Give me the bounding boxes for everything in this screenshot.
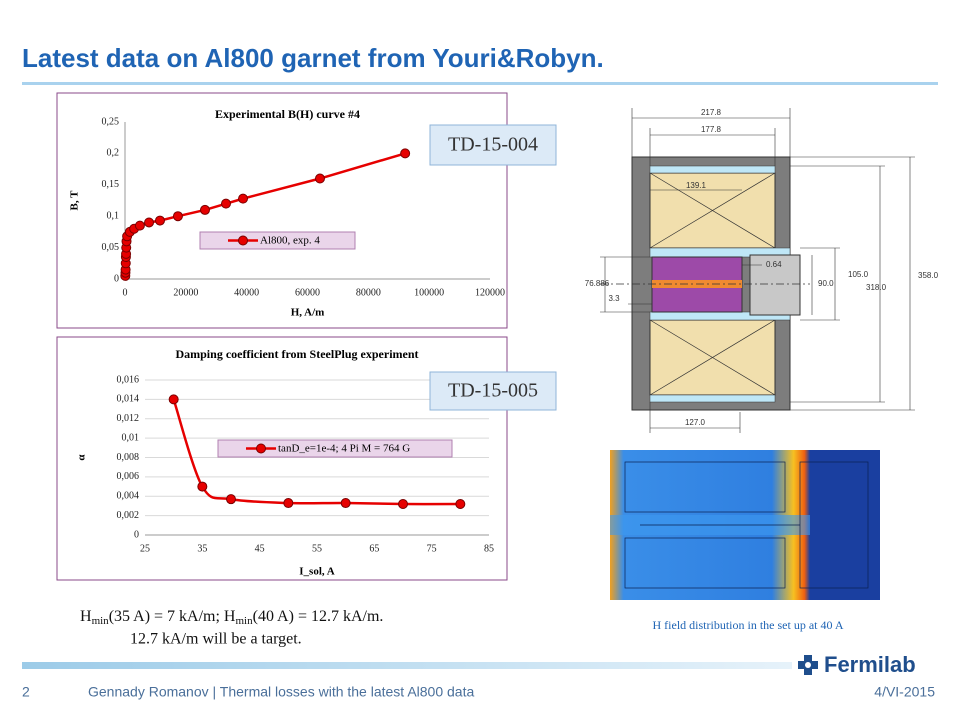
dimension-label: 3.3	[608, 294, 620, 303]
footer-date: 4/VI-2015	[874, 684, 935, 700]
y-axis-label: B, T	[69, 190, 81, 211]
dimension-label: 358.0	[918, 271, 939, 280]
page-number: 2	[22, 684, 30, 700]
dimension-label: 177.8	[701, 125, 722, 134]
x-axis-label: H, A/m	[291, 307, 325, 319]
footer-text: Gennady Romanov | Thermal losses with th…	[88, 684, 474, 700]
logo-text: Fermilab	[824, 652, 916, 677]
x-tick-label: 120000	[475, 287, 505, 298]
data-point	[455, 499, 466, 509]
x-axis-label: I_sol, A	[299, 566, 335, 578]
data-point	[340, 498, 351, 509]
dimension-label: 0.64	[766, 260, 782, 269]
data-point	[400, 148, 411, 159]
caption-part: (35 A) = 7 kA/m; H	[109, 608, 236, 625]
dimension-label: 217.8	[701, 108, 722, 117]
y-tick-label: 0,002	[117, 510, 140, 521]
caption-subscript: min	[235, 615, 253, 627]
tag: TD-15-005	[448, 380, 538, 402]
data-point	[199, 204, 210, 215]
x-tick-label: 55	[312, 543, 322, 554]
title-rule	[22, 82, 938, 85]
dimension-label: 318.0	[866, 283, 887, 292]
field-simulation	[610, 450, 880, 600]
data-point	[220, 198, 231, 209]
y-tick-label: 0	[114, 273, 119, 284]
y-tick-label: 0,004	[117, 491, 140, 502]
x-tick-label: 0	[123, 287, 128, 298]
data-point	[398, 499, 408, 509]
dimension-label: 139.1	[686, 181, 707, 190]
x-tick-label: 60000	[295, 287, 320, 298]
x-tick-label: 45	[255, 543, 265, 554]
technical-drawing: 217.8 177.8 139.1 0.64 76.886 3.3 105.0 …	[585, 108, 939, 433]
chart-title: Damping coefficient from SteelPlug exper…	[175, 347, 418, 361]
data-point	[168, 394, 179, 405]
data-point	[144, 217, 155, 228]
y-tick-label: 0,006	[117, 471, 140, 482]
y-tick-label: 0,01	[122, 432, 140, 443]
y-tick-label: 0	[134, 529, 139, 540]
caption-part: H	[80, 608, 92, 625]
dimension-label: 105.0	[848, 270, 869, 279]
slide-title: Latest data on Al800 garnet from Youri&R…	[22, 43, 604, 73]
data-point	[197, 481, 208, 492]
tag-box	[429, 371, 557, 411]
y-tick-label: 0,25	[102, 116, 120, 127]
y-tick-label: 0,1	[107, 210, 120, 221]
x-tick-label: 40000	[234, 287, 259, 298]
y-tick-label: 0,05	[102, 242, 120, 253]
x-tick-label: 65	[369, 543, 379, 554]
data-point	[283, 498, 294, 509]
x-tick-label: 100000	[414, 287, 444, 298]
x-tick-label: 25	[140, 543, 150, 554]
x-tick-label: 80000	[356, 287, 381, 298]
x-tick-label: 75	[427, 543, 437, 554]
caption-subscript: min	[92, 615, 110, 627]
y-tick-label: 0,15	[102, 179, 120, 190]
chart-title: Experimental B(H) curve #4	[215, 107, 360, 121]
charts: Experimental B(H) curve #4 H, A/m B, T 0 0,0…	[69, 107, 505, 578]
legend-marker	[256, 443, 266, 454]
y-tick-label: 0,016	[117, 374, 140, 385]
data-point	[172, 211, 183, 222]
caption: 12.7 kA/m will be a target.	[130, 631, 302, 648]
legend-label: tanD_e=1e-4; 4 Pi M = 764 G	[278, 443, 410, 455]
tag: TD-15-004	[448, 134, 538, 156]
logo: Fermilab	[798, 652, 916, 677]
data-point	[238, 193, 249, 204]
dimension-label: 90.0	[818, 279, 834, 288]
y-tick-label: 0,008	[117, 452, 140, 463]
legend-marker	[238, 235, 248, 246]
data-point	[134, 220, 145, 231]
data-point	[226, 494, 236, 505]
footer-bar	[22, 662, 792, 669]
y-axis-label: α	[76, 454, 88, 461]
y-tick-label: 0,012	[117, 413, 140, 424]
caption: Hmin(35 A) = 7 kA/m; Hmin(40 A) = 12.7 k…	[80, 608, 383, 627]
tag-box	[429, 124, 557, 166]
x-tick-label: 20000	[173, 287, 198, 298]
x-tick-label: 35	[197, 543, 207, 554]
y-tick-label: 0,2	[107, 148, 120, 159]
x-tick-label: 85	[484, 543, 494, 554]
y-tick-label: 0,014	[117, 394, 140, 405]
legend-box	[199, 231, 356, 250]
caption-part: (40 A) = 12.7 kA/m.	[253, 608, 384, 625]
image-caption: H field distribution in the set up at 40…	[653, 618, 844, 632]
legend-box	[217, 439, 453, 458]
dimension-label: 76.886	[585, 279, 610, 288]
legend-label: Al800, exp. 4	[260, 235, 320, 247]
dimension-label: 127.0	[685, 418, 706, 427]
data-point	[154, 215, 165, 226]
data-point	[314, 173, 325, 184]
